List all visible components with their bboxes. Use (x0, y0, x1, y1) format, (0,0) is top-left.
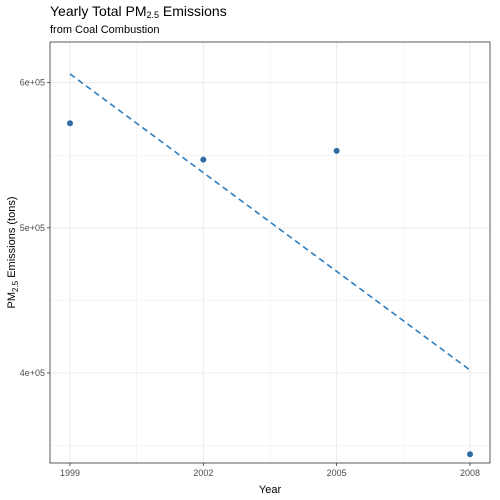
panel-border (49, 41, 491, 464)
data-point (333, 147, 340, 154)
data-point (467, 451, 473, 458)
x-axis-title: Year (259, 484, 282, 496)
x-tick-label: 2008 (460, 468, 480, 478)
chart-subtitle: from Coal Combustion (50, 24, 160, 36)
y-title-suffix: Emissions (tons) (6, 197, 18, 281)
y-tick-label: 6e+05 (20, 78, 45, 88)
x-tick-label: 1999 (60, 468, 80, 478)
trend-line (69, 73, 471, 371)
data-points (67, 120, 473, 458)
y-axis-title: PM2.5 Emissions (tons) (6, 197, 20, 309)
y-tick-label: 4e+05 (20, 368, 45, 378)
y-title-prefix: PM (6, 292, 18, 309)
x-tick-label: 2002 (193, 468, 213, 478)
data-point (67, 120, 73, 127)
chart-title: Yearly Total PM2.5 Emissions (50, 3, 227, 20)
axis-ticks: 1999 2002 2005 2008 4e+05 5e+05 6e+05 (20, 78, 480, 478)
x-tick-label: 2005 (327, 468, 347, 478)
trend-line-group (69, 73, 471, 371)
grid-lines (50, 42, 490, 463)
y-title-sub: 2.5 (11, 280, 20, 292)
y-tick-label: 5e+05 (20, 223, 45, 233)
data-point (200, 156, 207, 163)
